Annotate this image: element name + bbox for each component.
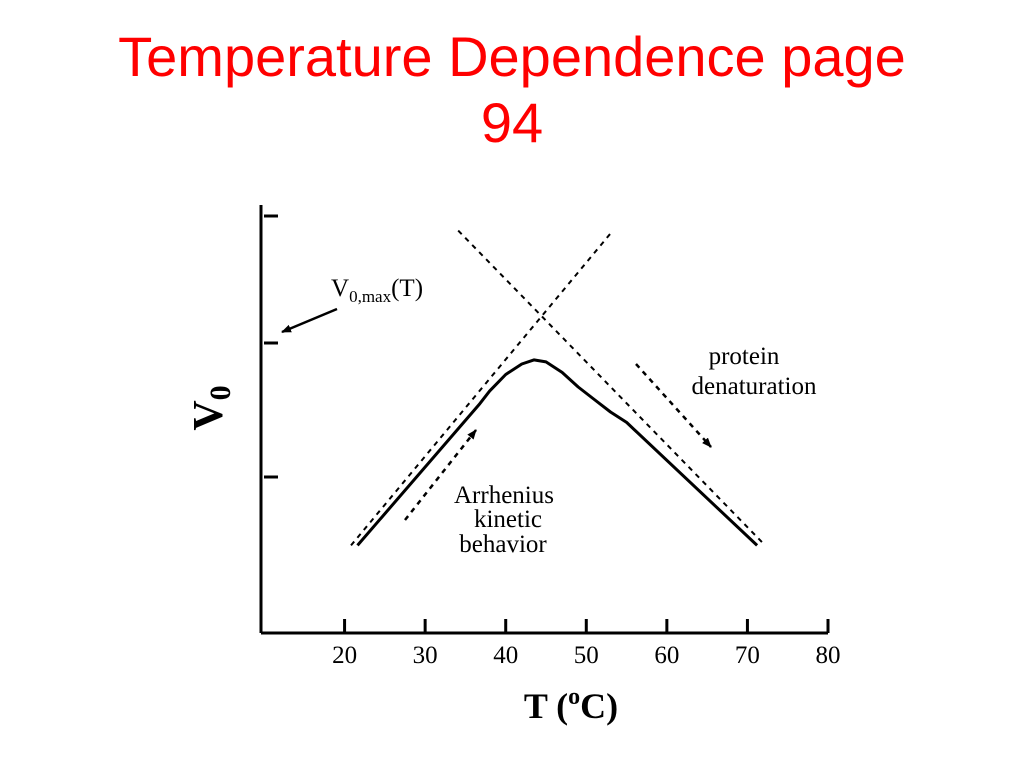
x-tick-label: 80	[816, 642, 841, 669]
y-axis-label: V0	[186, 385, 237, 430]
vmax-arrow	[281, 307, 338, 334]
dashed-asymptote-line	[457, 229, 766, 547]
dashed-asymptote-line	[350, 229, 614, 547]
arrhenius-annotation-line3: behavior	[459, 531, 547, 558]
vmax-annotation-end: (T)	[391, 275, 423, 302]
slide-title: Temperature Dependence page 94	[0, 24, 1024, 156]
vmax-annotation: V0,max(T)	[331, 275, 423, 306]
x-axis-label-sup: o	[568, 684, 580, 710]
arrhenius-annotation-line1: Arrhenius	[454, 482, 554, 509]
protein-annotation-line1: protein	[709, 343, 780, 370]
vmax-annotation-main: V	[331, 275, 349, 302]
x-tick-label: 50	[574, 642, 599, 669]
x-ticks: 20 30 40 50 60 70 80	[332, 619, 841, 669]
series-layer	[350, 229, 766, 547]
x-axis-label: T (oC)	[524, 684, 618, 726]
arrhenius-annotation-line2: kinetic	[474, 506, 542, 533]
x-tick-label: 40	[493, 642, 518, 669]
slide-title-line1: Temperature Dependence page	[118, 25, 906, 88]
y-axis-label-sub: 0	[204, 385, 237, 400]
x-tick-label: 30	[413, 642, 438, 669]
x-tick-label: 20	[332, 642, 357, 669]
denaturation-arrow	[635, 363, 712, 448]
slide-title-line2: 94	[480, 91, 544, 154]
protein-annotation-line2: denaturation	[692, 373, 817, 400]
x-tick-label: 60	[654, 642, 679, 669]
y-axis-label-main: V	[186, 400, 232, 430]
velocity-curve	[356, 358, 759, 547]
x-axis-label-end: C)	[580, 686, 618, 726]
vmax-annotation-sub: 0,max	[349, 287, 392, 306]
x-tick-label: 70	[735, 642, 760, 669]
x-axis-label-main: T (	[524, 686, 568, 726]
